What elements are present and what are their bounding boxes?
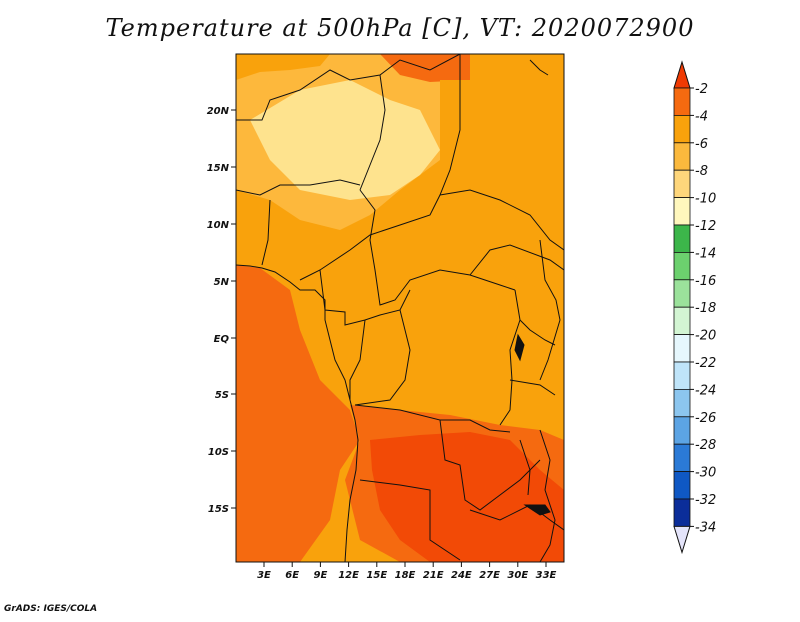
border-3 (299, 54, 461, 281)
y-tick-label: 10N (207, 220, 230, 231)
y-tick-label: EQ (214, 334, 230, 345)
border-8 (469, 244, 564, 276)
colorbar-swatch (673, 443, 691, 473)
x-tick-label: 15E (366, 570, 387, 581)
colorbar-label: -20 (695, 329, 716, 344)
colorbar-swatch (673, 471, 691, 500)
y-tick-label: 10S (208, 447, 229, 458)
y-tick-label: 20N (207, 106, 230, 117)
colorbar-label: -28 (695, 438, 716, 453)
y-tick-label: 5S (215, 390, 229, 401)
temperature-field (236, 54, 564, 562)
border-5 (261, 199, 271, 266)
x-axis: 3E 6E 9E 12E 15E 18E 21E 24E 27E 30E 33E (257, 562, 557, 581)
country-borders (236, 54, 564, 562)
x-tick-label: 21E (423, 570, 444, 581)
y-tick-label: 5N (214, 277, 230, 288)
field-southeast-hottest (370, 432, 564, 562)
border-6 (359, 189, 516, 306)
field-north-warm (236, 54, 330, 80)
colorbar-label: -6 (695, 137, 708, 152)
border-18 (519, 319, 556, 346)
colorbar-swatch (673, 306, 691, 336)
x-tick-label: 30E (507, 570, 528, 581)
colorbar-label: -4 (695, 109, 708, 124)
colorbar-swatch (673, 416, 691, 445)
colorbar-label: -30 (695, 466, 716, 481)
colorbar: -2 -4 -6 -8 -10 -12 -14 -16 -18 -20 -22 -24 -26 -28 -3… (673, 60, 716, 555)
colorbar-swatch (673, 197, 691, 226)
colorbar-swatch (673, 251, 691, 281)
colorbar-label: -34 (695, 520, 716, 535)
x-tick-label: 24E (451, 570, 472, 581)
colorbar-label: -18 (695, 301, 716, 316)
x-tick-label: 27E (479, 570, 500, 581)
border-12 (499, 289, 521, 426)
river-northeast (529, 59, 549, 76)
y-tick-label: 15S (208, 504, 229, 515)
y-tick-label: 15N (207, 163, 230, 174)
border-15 (359, 479, 461, 561)
colorbar-bottom-arrow (673, 525, 691, 555)
x-tick-label: 12E (338, 570, 359, 581)
colorbar-label: -26 (695, 411, 716, 426)
border-7 (439, 189, 564, 251)
map-frame (235, 53, 565, 563)
colorbar-swatch (673, 334, 691, 363)
field-sahara-coldest (250, 80, 440, 200)
colorbar-swatch (673, 224, 691, 253)
field-west-hot (236, 265, 360, 562)
coastline (236, 264, 359, 562)
colorbar-swatch (673, 115, 691, 144)
border-17 (539, 239, 561, 381)
border-13 (354, 404, 541, 511)
field-east-mid (440, 80, 564, 300)
chart-title: Temperature at 500hPa [C], VT: 202007290… (105, 14, 695, 42)
colorbar-swatch (673, 388, 691, 418)
border-4 (236, 179, 361, 196)
credit-text: GrADS: IGES/COLA (4, 604, 98, 614)
colorbar-swatch (673, 361, 691, 390)
colorbar-swatch (673, 498, 691, 527)
border-21 (519, 439, 531, 496)
colorbar-swatch (673, 87, 691, 116)
border-20 (539, 429, 556, 562)
colorbar-swatch (673, 279, 691, 308)
colorbar-label: -12 (695, 219, 716, 234)
x-tick-label: 18E (395, 570, 416, 581)
border-10 (349, 319, 366, 400)
x-tick-label: 33E (536, 570, 557, 581)
border-19 (509, 379, 556, 396)
colorbar-top-arrow (673, 60, 691, 89)
border-14 (440, 419, 511, 433)
colorbar-label: -14 (695, 246, 716, 261)
lake-south (523, 504, 551, 516)
colorbar-swatch (673, 169, 691, 198)
border-9 (319, 269, 411, 326)
colorbar-label: -32 (695, 493, 716, 508)
lake-east (514, 333, 525, 362)
colorbar-swatch (673, 142, 691, 171)
border-2 (359, 74, 386, 191)
colorbar-label: -24 (695, 383, 716, 398)
x-tick-label: 6E (285, 570, 299, 581)
x-tick-label: 3E (257, 570, 271, 581)
border-1 (236, 54, 461, 121)
y-axis: 20N 15N 10N 5N EQ 5S 10S 15S (207, 106, 236, 515)
colorbar-label: -22 (695, 356, 716, 371)
colorbar-label: -16 (695, 274, 716, 289)
colorbar-label: -8 (695, 164, 708, 179)
x-tick-label: 9E (314, 570, 328, 581)
colorbar-label: -2 (695, 82, 708, 97)
colorbar-label: -10 (695, 192, 716, 207)
border-11 (354, 309, 411, 406)
